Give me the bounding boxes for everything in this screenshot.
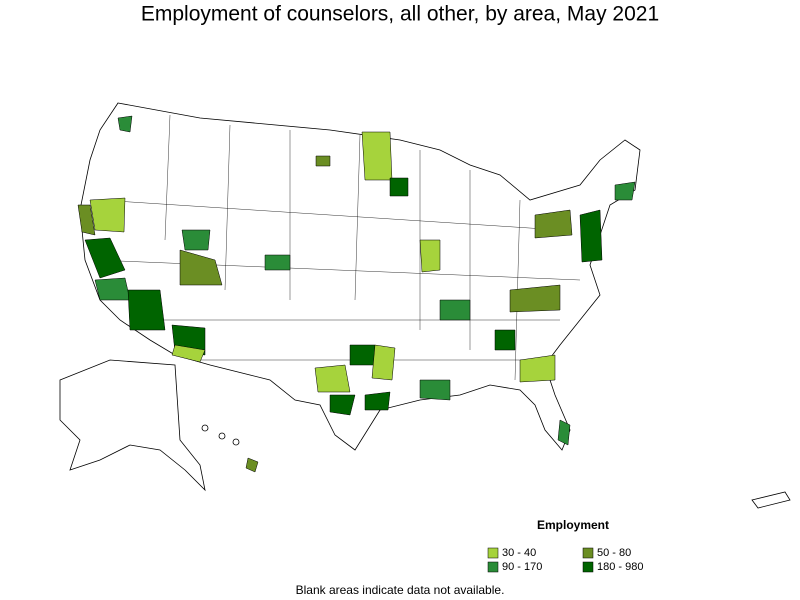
legend-label: 50 - 80 [597, 547, 631, 559]
map-region [361, 131, 393, 181]
map-region [127, 289, 166, 331]
footnote: Blank areas indicate data not available. [296, 583, 505, 597]
map-region [314, 364, 351, 393]
map-region [329, 394, 356, 416]
map-region [179, 249, 223, 286]
map-region [364, 391, 391, 411]
map-region [117, 115, 133, 133]
map-region [181, 229, 211, 251]
legend-swatch [487, 561, 499, 573]
legend-label: 180 - 980 [597, 561, 643, 573]
map-region [557, 419, 571, 446]
map-region [371, 344, 396, 381]
map-region [77, 204, 96, 236]
map-region [89, 197, 126, 233]
map [59, 102, 791, 509]
legend-swatch [582, 547, 594, 559]
map-region [389, 177, 409, 197]
map-region [614, 181, 636, 201]
map-region [84, 237, 126, 279]
map-region [509, 284, 561, 313]
map-region [171, 344, 206, 363]
map-region [494, 329, 516, 351]
legend-label: 30 - 40 [502, 547, 536, 559]
map-region [439, 299, 471, 321]
legend-label: 90 - 170 [502, 561, 542, 573]
map-region [419, 239, 441, 273]
map-region [94, 277, 131, 301]
legend: Employment 30 - 40 50 - 80 90 - 170 180 - 9… [487, 518, 643, 573]
map-region [315, 155, 331, 167]
map-region [264, 254, 291, 271]
map-regions [77, 115, 636, 446]
map-region [419, 379, 451, 401]
legend-swatch [487, 547, 499, 559]
alaska [59, 359, 206, 492]
contiguous-us [79, 102, 641, 451]
legend-swatch [582, 561, 594, 573]
map-title: Employment of counselors, all other, by … [141, 3, 659, 26]
legend-title: Employment [537, 518, 609, 532]
puerto-rico [751, 491, 791, 509]
map-region [519, 354, 556, 383]
map-region [534, 209, 573, 239]
map-region [579, 209, 603, 263]
map-region [245, 457, 259, 473]
hawaii [201, 424, 259, 473]
map-region [349, 344, 376, 366]
